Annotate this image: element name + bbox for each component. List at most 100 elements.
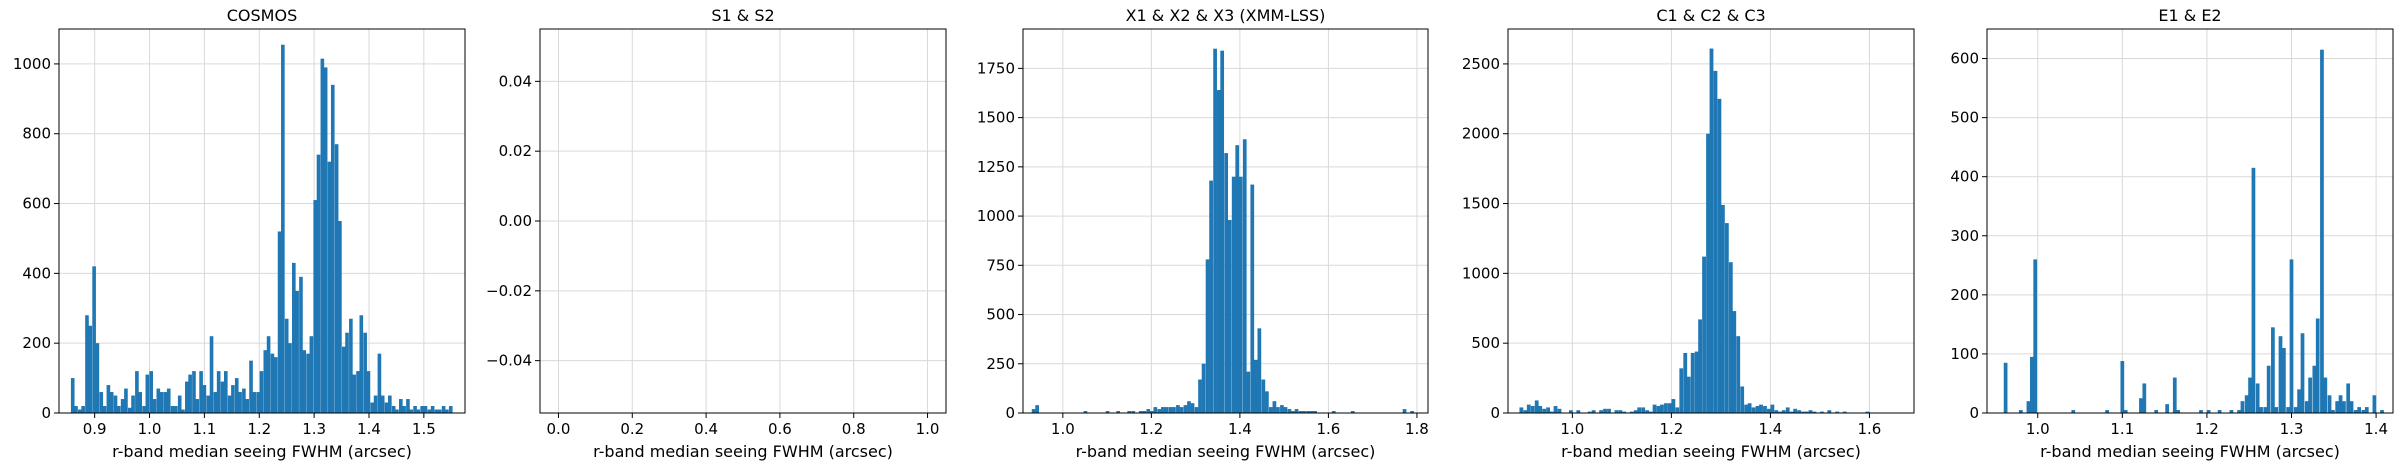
histogram-bar — [448, 406, 453, 413]
histogram-bar — [74, 406, 78, 413]
histogram-bar — [341, 346, 346, 413]
histogram-bar — [1842, 411, 1847, 413]
histogram-bar — [1553, 406, 1558, 413]
histogram-bar — [2255, 383, 2260, 413]
histogram-bar — [177, 395, 182, 413]
histogram-bar — [2286, 407, 2290, 413]
histogram-bar — [1671, 399, 1676, 413]
histogram-bar — [2271, 327, 2275, 413]
histogram-bar — [1216, 90, 1221, 414]
chart-panel-4: 1.0 1.2 1.4 1.6 0 500 1000 1500 2000 2500 C1 & C2 … — [1462, 6, 1915, 461]
y-tick-label: 500 — [986, 306, 1015, 324]
histogram-bar — [1257, 328, 1262, 413]
histogram-bar — [149, 371, 153, 413]
histogram-bar — [199, 371, 203, 413]
histogram-bar — [1127, 411, 1132, 413]
histogram-bar — [1410, 411, 1414, 413]
y-tick-label: 1000 — [1462, 264, 1500, 282]
histogram-bar — [1105, 411, 1110, 413]
histogram-bar — [1770, 404, 1775, 413]
histogram-bar — [1298, 411, 1303, 413]
histogram-bar — [1526, 404, 1531, 413]
x-tick-label: 1.4 — [1758, 420, 1782, 438]
histogram-bar — [2120, 361, 2125, 413]
histogram-bar — [2289, 259, 2294, 413]
histogram-bar — [1231, 176, 1236, 413]
histogram-bar — [320, 58, 325, 413]
histogram-bar — [263, 350, 268, 413]
histogram-bar — [1667, 403, 1672, 413]
histogram-bar — [1660, 404, 1664, 413]
histogram-bar — [2304, 401, 2309, 413]
histogram-bar — [384, 402, 389, 413]
histogram-bar — [299, 276, 303, 413]
histogram-bar — [1607, 408, 1611, 413]
histogram-bar — [1645, 410, 1650, 413]
histogram-bar — [120, 399, 125, 413]
histogram-bar — [1835, 411, 1840, 413]
histogram-bar — [2263, 407, 2268, 413]
histogram-bar — [1622, 411, 1627, 413]
histogram-bar — [2300, 333, 2305, 413]
histogram-bar — [85, 315, 89, 413]
x-tick-label: 1.2 — [247, 420, 271, 438]
histogram-bar — [109, 392, 114, 413]
x-tick-label: 1.8 — [1405, 420, 1429, 438]
histogram-bar — [1694, 351, 1699, 413]
histogram-bar — [1774, 410, 1779, 413]
histogram-bar — [159, 392, 164, 413]
histogram-bar — [192, 371, 196, 413]
histogram-bar — [2282, 348, 2286, 413]
histogram-bar — [1744, 404, 1749, 413]
histogram-bar — [185, 381, 189, 413]
histogram-bar — [2240, 401, 2245, 413]
y-tick-label: 200 — [1950, 286, 1979, 304]
histogram-bar — [2105, 410, 2109, 413]
histogram-bar — [1755, 406, 1760, 413]
histogram-bar — [163, 392, 168, 413]
histogram-bar — [1778, 411, 1783, 413]
histogram-bar — [1740, 386, 1745, 413]
histogram-bar — [2139, 398, 2143, 413]
histogram-bar — [1557, 408, 1562, 413]
histogram-bar — [1633, 410, 1638, 413]
histogram-bar — [2251, 167, 2256, 413]
histogram-bar — [2380, 410, 2384, 413]
histogram-bar — [445, 409, 449, 413]
histogram-bar — [138, 392, 143, 413]
histogram-bar — [1280, 405, 1284, 413]
histogram-bar — [1146, 409, 1151, 413]
histogram-bar — [2342, 401, 2346, 413]
histogram-bar — [1614, 410, 1619, 413]
histogram-bar — [2154, 410, 2159, 413]
histogram-bar — [1172, 407, 1176, 413]
histogram-bar — [181, 409, 185, 413]
histogram-bar — [292, 262, 296, 413]
histogram-bar — [2244, 395, 2249, 413]
histogram-bar — [202, 385, 207, 413]
histogram-bar — [423, 406, 428, 413]
histogram-bar — [1713, 70, 1718, 414]
histogram-bar — [2308, 377, 2312, 413]
histogram-bar — [1648, 411, 1653, 413]
histogram-bar — [1198, 379, 1202, 413]
histogram-bar — [2123, 410, 2128, 413]
y-tick-label: 400 — [1950, 168, 1979, 186]
histogram-bar — [1309, 411, 1314, 413]
histogram-bar — [1142, 411, 1147, 413]
chart-title: S1 & S2 — [711, 6, 774, 25]
histogram-bar — [170, 406, 175, 413]
histogram-bar — [1149, 411, 1154, 413]
histogram-bar — [1153, 407, 1158, 413]
histogram-bar — [1591, 410, 1596, 413]
histogram-bar — [2029, 356, 2034, 413]
histogram-bar — [2315, 318, 2320, 413]
histogram-bar — [166, 388, 171, 413]
histogram-bar — [2237, 410, 2241, 413]
histogram-bar — [2266, 365, 2271, 413]
histogram-bar — [1250, 184, 1255, 413]
histogram-bar — [1283, 407, 1288, 413]
histogram-bar — [1306, 411, 1310, 413]
histogram-bar — [188, 374, 192, 413]
